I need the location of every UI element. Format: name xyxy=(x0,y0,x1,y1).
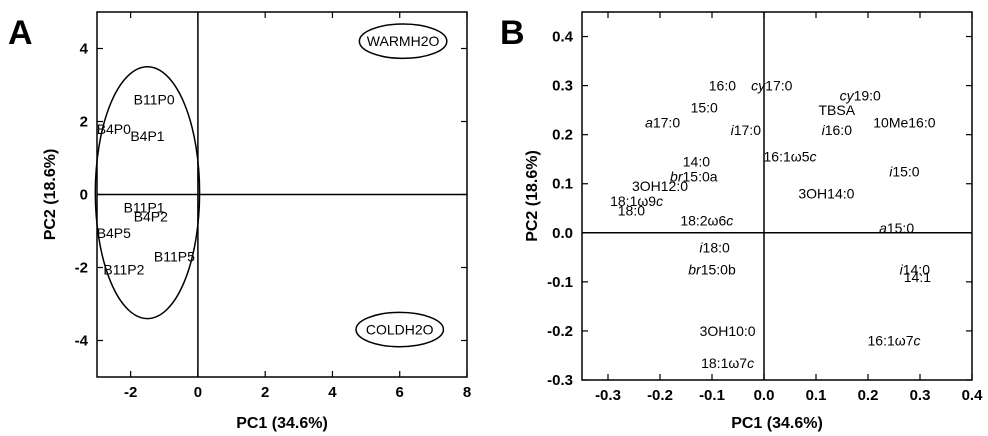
panel-b-point-label: a15:0 xyxy=(879,220,914,236)
panel-a-point-label: B4P0 xyxy=(97,121,131,137)
panel-b-xtick-label: 0.3 xyxy=(910,387,931,404)
panel-a-xtick-label: 2 xyxy=(261,384,269,401)
panel-b-point-label: a17:0 xyxy=(645,114,680,130)
panel-b-xtick-label: 0.1 xyxy=(806,387,827,404)
panel-b-x-axis-title: PC1 (34.6%) xyxy=(731,415,823,432)
panel-b-xtick-label: 0.0 xyxy=(754,387,775,404)
panel-b-point-label: 3OH10:0 xyxy=(700,323,756,339)
panel-b-y-axis-title: PC2 (18.6%) xyxy=(524,150,541,242)
panel-b-xtick-label: -0.2 xyxy=(647,387,673,404)
panel-b-ytick-label: 0.2 xyxy=(552,127,573,144)
panel-a-y-axis-title: PC2 (18.6%) xyxy=(42,149,59,241)
panel-b-point-label: 18:0 xyxy=(618,203,645,219)
panel-a-xtick-label: 0 xyxy=(194,384,202,401)
panel-b-point-label: TBSA xyxy=(819,102,856,118)
panel-a-point-label: B11P2 xyxy=(103,261,144,277)
panel-label-a: A xyxy=(8,14,33,52)
panel-a-point-label: COLDH2O xyxy=(366,322,434,338)
panel-b-xtick-label: 0.2 xyxy=(858,387,879,404)
panel-b-point-label: 15:0 xyxy=(691,100,718,116)
panel-a-ytick-label: -4 xyxy=(75,333,89,350)
panel-b-point-label: cy19:0 xyxy=(840,87,881,103)
panel-a-point-label: WARMH2O xyxy=(367,33,440,49)
panel-b-point-label: 3OH14:0 xyxy=(798,186,854,202)
panel-b-plot: -0.3 -0.2 -0.1 0.0 0.1 0.2 0.3 0.4 0.4 0.3 0.2 0.1 0… xyxy=(524,12,983,432)
panel-b-point-label: 14:0 xyxy=(683,154,710,170)
panel-b-point-label: 16:0 xyxy=(709,78,736,94)
panel-b-ytick-label: 0.1 xyxy=(552,176,573,193)
panel-b-ytick-label: 0.4 xyxy=(552,29,574,46)
panel-b-xtick-label: -0.3 xyxy=(595,387,621,404)
panel-a-point-label: B11P5 xyxy=(154,249,195,265)
panel-a-point-label: B11P0 xyxy=(134,92,175,108)
panel-b-point-label: 16:1ω7c xyxy=(868,333,921,349)
panel-b-xtick-label: -0.1 xyxy=(699,387,725,404)
panel-a-plot: -2 0 2 4 6 8 4 2 0 -2 -4 PC1 (34.6%) PC2 (18.6%) B11P… xyxy=(42,12,471,432)
panel-b-ytick-label: -0.3 xyxy=(547,372,573,389)
panel-b-xtick-label: 0.4 xyxy=(962,387,984,404)
panel-b-point-label: 18:2ω6c xyxy=(680,213,733,229)
panel-a-point-label: B4P1 xyxy=(130,128,164,144)
panel-b-point-label: i16:0 xyxy=(822,122,853,138)
panel-b-ytick-label: -0.1 xyxy=(547,274,573,291)
panel-a-ytick-label: 4 xyxy=(80,41,89,58)
panel-b-point-label: i15:0 xyxy=(889,163,920,179)
panel-a-point-label: B4P5 xyxy=(97,225,131,241)
panel-a-xtick-label: 6 xyxy=(396,384,404,401)
panel-a-x-axis-title: PC1 (34.6%) xyxy=(236,415,328,432)
panel-a-xtick-label: 8 xyxy=(463,384,471,401)
panel-a-point-label: B4P2 xyxy=(134,208,168,224)
panel-a-xtick-label: -2 xyxy=(124,384,137,401)
panel-b-point-label: 18:1ω7c xyxy=(701,355,754,371)
panel-b-point-label: i18:0 xyxy=(699,240,730,256)
panel-b-point-label: 14:1 xyxy=(904,269,931,285)
panel-b-point-label: br15:0b xyxy=(688,262,736,278)
panel-b-point-label: cy17:0 xyxy=(751,78,792,94)
panel-a-ytick-label: 0 xyxy=(80,187,88,204)
panel-b-point-label: i17:0 xyxy=(731,122,762,138)
panel-a-ytick-label: 2 xyxy=(80,114,88,131)
panel-b-point-label: 3OH12:0 xyxy=(632,178,688,194)
panel-b-point-label: 16:1ω5c xyxy=(764,149,817,165)
panel-b-ytick-label: 0.0 xyxy=(552,225,573,242)
panel-a-xtick-label: 4 xyxy=(328,384,337,401)
panel-a-ytick-label: -2 xyxy=(75,260,88,277)
panel-b-point-label: 10Me16:0 xyxy=(873,114,935,130)
panel-label-b: B xyxy=(500,14,525,52)
panel-b-ytick-label: 0.3 xyxy=(552,78,573,95)
panel-b-ytick-label: -0.2 xyxy=(547,323,573,340)
